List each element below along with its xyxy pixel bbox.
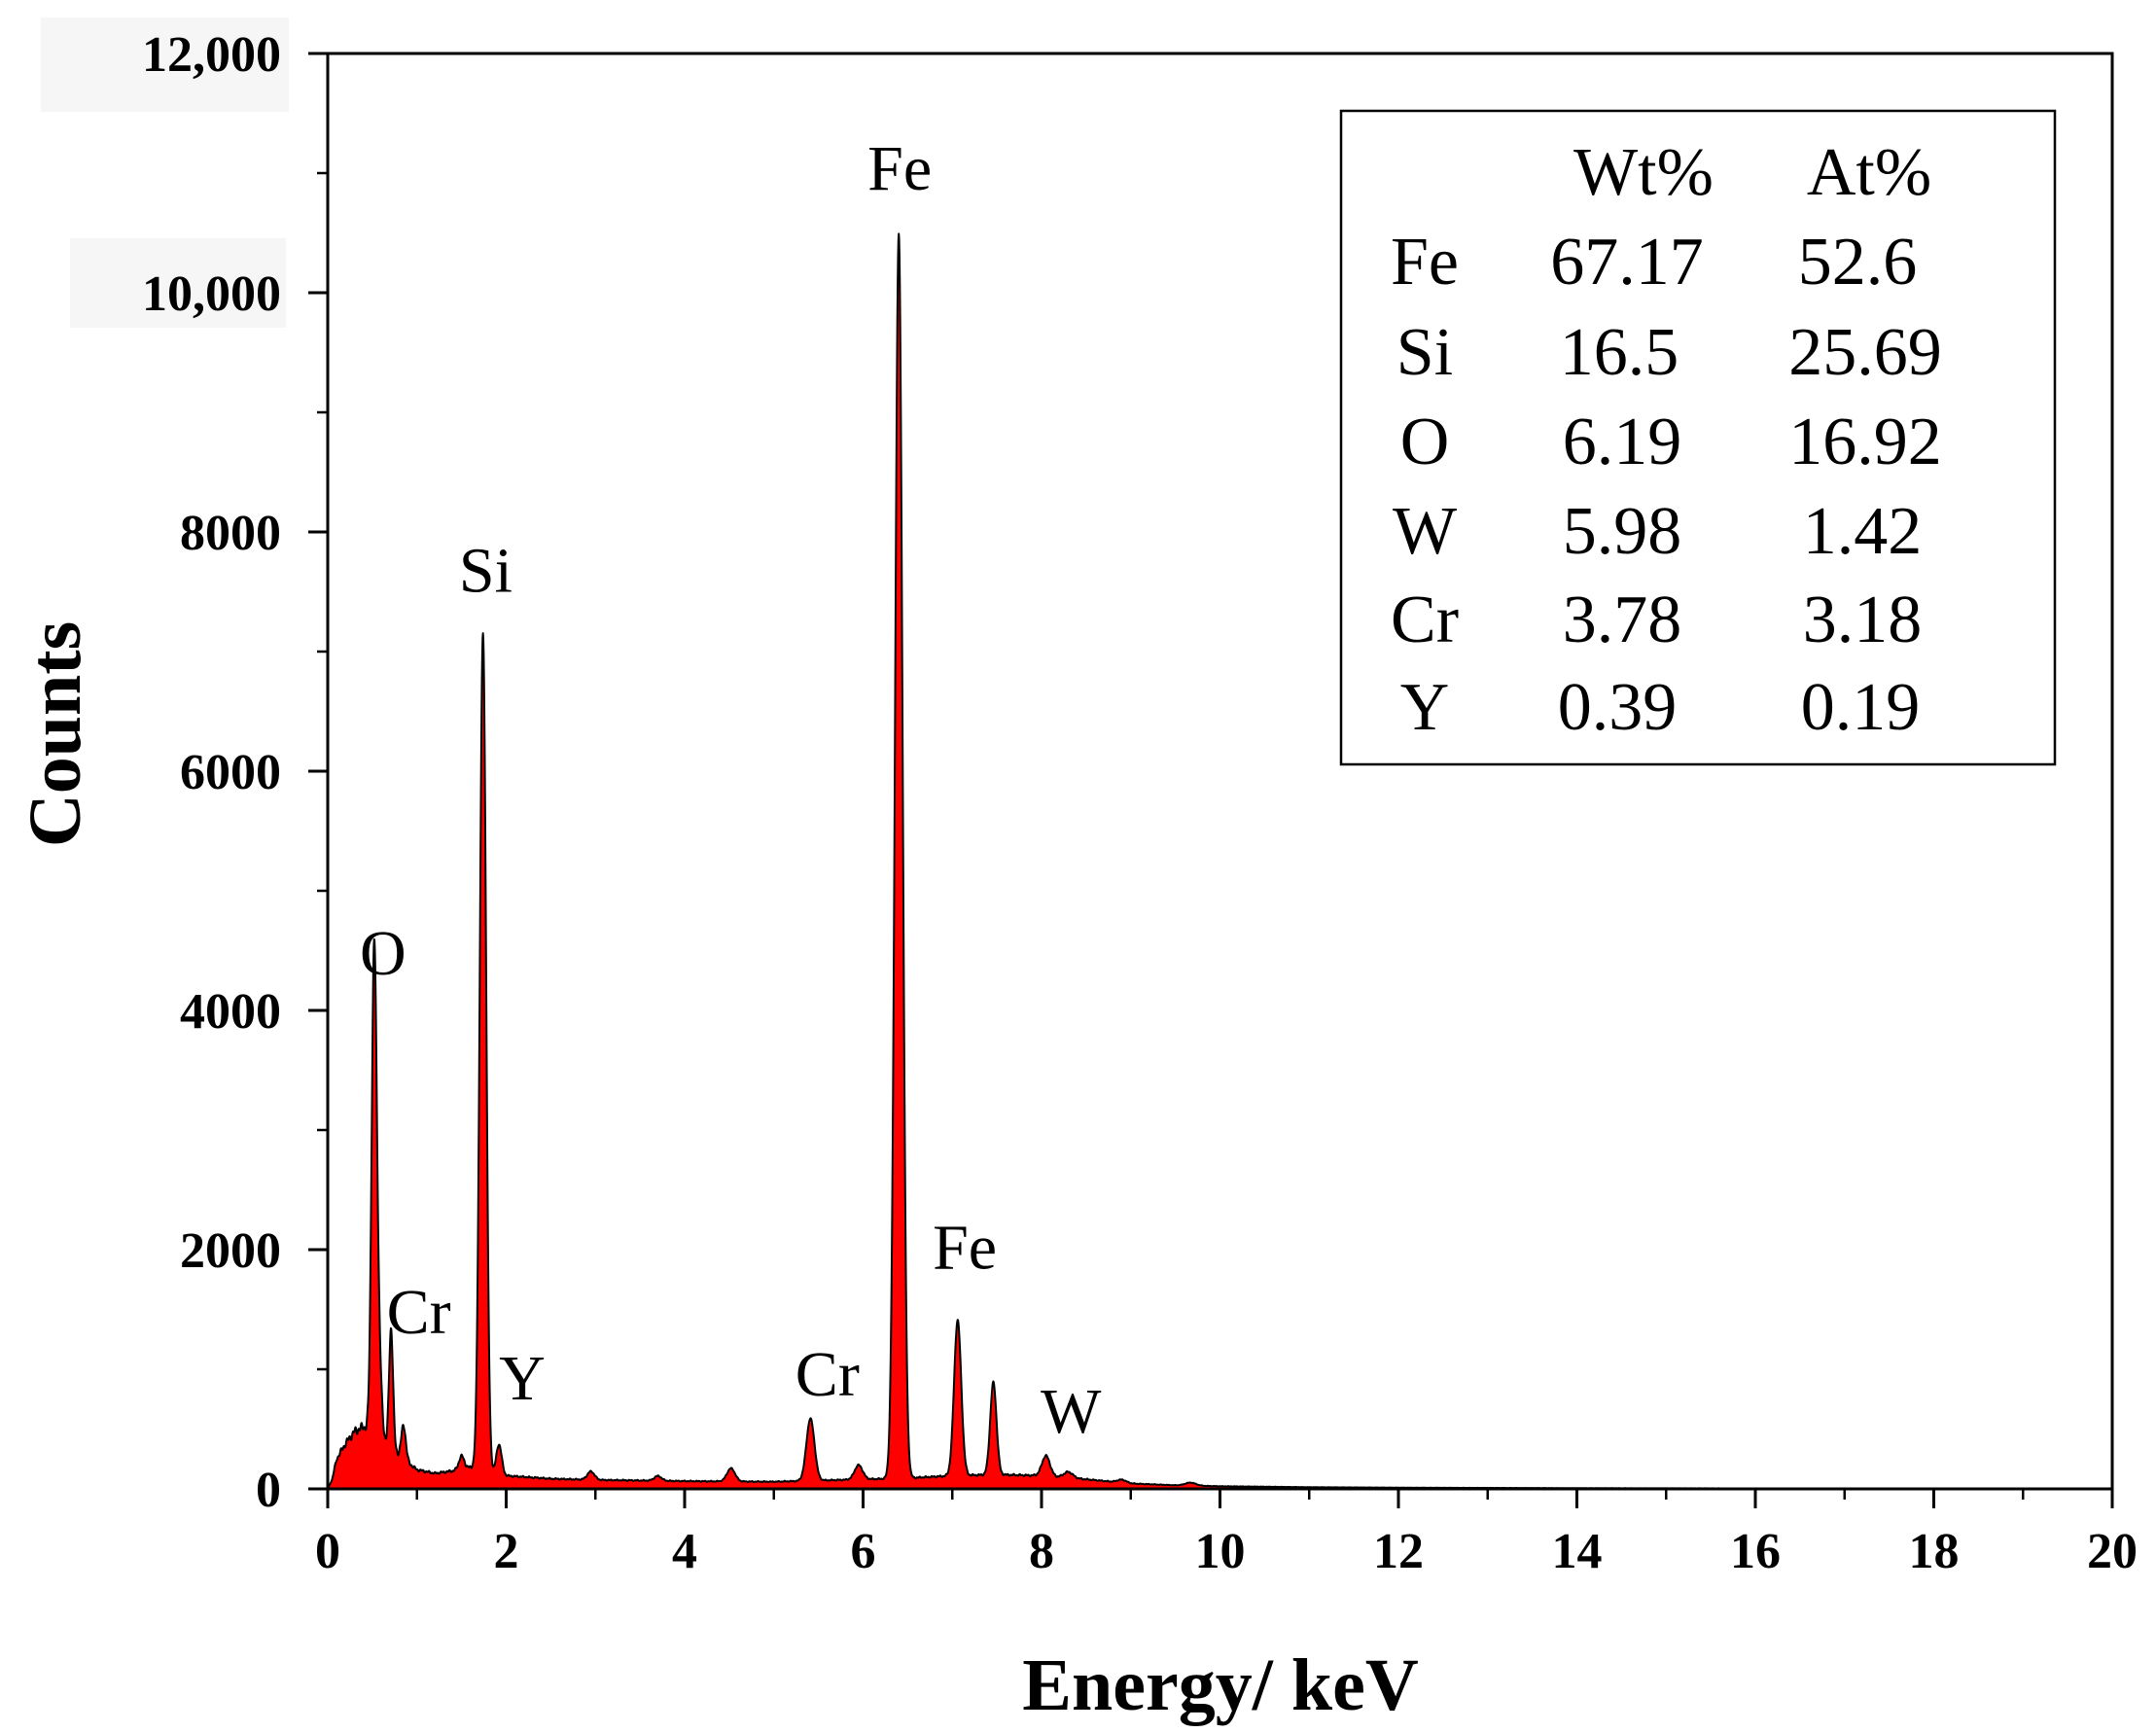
peak-label-cr: Cr: [387, 1277, 451, 1348]
tick-highlight-second: [70, 238, 286, 328]
table-wt-o: 6.19: [1563, 405, 1682, 479]
peak-label-cr: Cr: [795, 1339, 860, 1410]
table-wt-y: 0.39: [1558, 670, 1678, 745]
y-tick-label: 12,000: [142, 27, 281, 83]
table-element-si: Si: [1396, 315, 1453, 390]
x-tick-label: 14: [1552, 1524, 1603, 1579]
table-wt-si: 16.5: [1560, 315, 1679, 390]
x-tick-label: 2: [494, 1524, 519, 1579]
table-at-y: 0.19: [1801, 670, 1921, 745]
peak-label-fe: Fe: [933, 1213, 997, 1284]
table-element-w: W: [1393, 494, 1457, 569]
y-tick-label: 8000: [180, 506, 281, 561]
x-axis-title: Energy/ keV: [1022, 1644, 1419, 1726]
peak-label-fe: Fe: [867, 133, 932, 204]
table-element-fe: Fe: [1391, 225, 1459, 300]
table-header-at: At%: [1807, 135, 1931, 210]
peak-labels-layer: O Cr Si Y Cr Fe Fe W: [360, 133, 1102, 1447]
composition-table-frame: [1339, 109, 2057, 766]
table-at-w: 1.42: [1803, 494, 1923, 569]
peak-label-o: O: [360, 918, 406, 989]
x-tick-label: 16: [1730, 1524, 1781, 1579]
x-tick-label: 10: [1195, 1524, 1246, 1579]
table-header-wt: Wt%: [1573, 135, 1714, 210]
tick-highlight-top: [41, 18, 289, 112]
table-at-si: 25.69: [1788, 315, 1942, 390]
table-element-cr: Cr: [1391, 583, 1459, 657]
y-axis-title: Counts: [15, 621, 96, 847]
ticks-layer: 0 2 4 6 8 10 12 14 16 18 20 0 2000 4000 6000 8000 10,000…: [142, 27, 2138, 1579]
peak-label-w: W: [1041, 1376, 1102, 1447]
y-tick-label: 10,000: [142, 266, 281, 322]
y-tick-label: 4000: [180, 984, 281, 1040]
table-wt-cr: 3.78: [1563, 583, 1682, 657]
x-tick-label: 0: [315, 1524, 340, 1579]
composition-table: Wt% At% Fe 67.17 52.6 Si 16.5 25.69 O 6.…: [1339, 109, 2057, 766]
x-tick-label: 20: [2087, 1524, 2138, 1579]
table-at-o: 16.92: [1788, 405, 1942, 479]
y-tick-label: 2000: [180, 1223, 281, 1279]
table-wt-w: 5.98: [1563, 494, 1682, 569]
table-at-fe: 52.6: [1798, 225, 1918, 300]
y-tick-label: 6000: [180, 745, 281, 800]
table-wt-fe: 67.17: [1550, 225, 1704, 300]
peak-label-y: Y: [499, 1343, 546, 1414]
x-tick-label: 8: [1029, 1524, 1054, 1579]
table-element-y: Y: [1400, 670, 1450, 745]
x-tick-label: 4: [672, 1524, 697, 1579]
x-tick-label: 12: [1373, 1524, 1424, 1579]
y-tick-label: 0: [256, 1463, 281, 1518]
peak-label-si: Si: [459, 536, 512, 607]
x-tick-label: 6: [851, 1524, 876, 1579]
table-element-o: O: [1400, 405, 1450, 479]
table-at-cr: 3.18: [1803, 583, 1923, 657]
x-tick-label: 18: [1909, 1524, 1960, 1579]
